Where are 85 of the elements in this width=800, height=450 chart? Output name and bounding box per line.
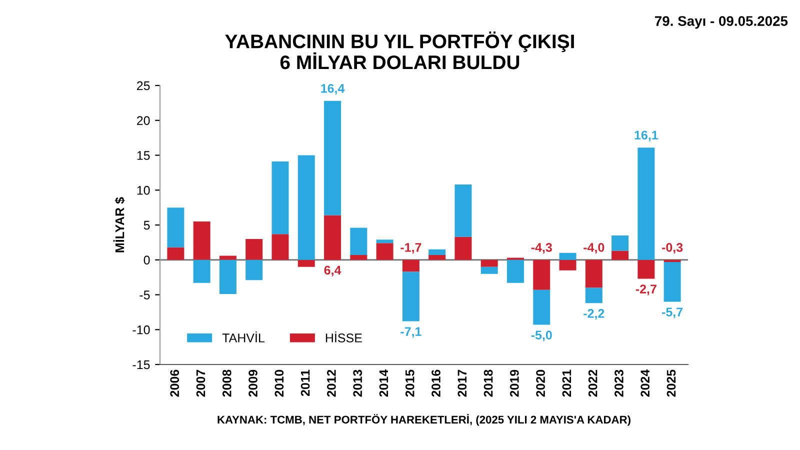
data-label: -7,1 — [400, 327, 422, 338]
data-label: -5,7 — [662, 308, 683, 318]
x-tick-label: 2024 — [640, 369, 650, 397]
bar — [193, 260, 210, 283]
bar — [167, 208, 184, 248]
x-tick-label: 2015 — [405, 370, 414, 397]
bar — [350, 228, 368, 255]
x-tick-label: 2006 — [170, 370, 180, 397]
y-tick-label: -15 — [132, 360, 150, 370]
bar — [376, 240, 394, 244]
bar — [559, 252, 576, 260]
data-label: -1,7 — [400, 243, 422, 254]
bar — [638, 260, 655, 279]
x-tick-label: 2009 — [248, 370, 258, 397]
x-tick-label: 2014 — [379, 369, 388, 397]
bar — [638, 148, 655, 260]
bar — [428, 254, 446, 260]
bar — [454, 184, 472, 237]
x-tick-label: 2019 — [510, 370, 519, 397]
data-label: 16,4 — [321, 84, 345, 95]
data-label: -4,3 — [531, 242, 552, 254]
x-tick-label: 2020 — [536, 370, 545, 397]
bar — [664, 262, 681, 302]
text: KAYNAK: TCMB, NET PORTFÖY HAREKETLERİ, (2025 YILI 2 MAYIS'A KADAR) — [218, 414, 630, 426]
y-tick-label: 10 — [137, 186, 150, 195]
bar — [559, 260, 576, 270]
data-label: -4,0 — [584, 242, 604, 254]
x-tick-label: 2011 — [300, 370, 310, 396]
bar — [612, 235, 629, 251]
x-tick-label: 2013 — [353, 370, 362, 397]
bar — [193, 222, 210, 260]
bar — [219, 256, 236, 260]
data-label: 6,4 — [324, 266, 342, 276]
data-label: 16,1 — [634, 130, 658, 142]
bar — [612, 250, 629, 260]
x-tick-label: 2018 — [484, 370, 493, 397]
bar — [324, 100, 342, 216]
text: 79. Sayı - 09.05.2025 — [655, 16, 788, 29]
y-tick-label: -10 — [132, 325, 150, 334]
bar — [402, 272, 420, 322]
data-label: -5,0 — [531, 330, 552, 342]
x-tick-label: 2023 — [614, 370, 624, 397]
bar — [585, 260, 602, 288]
x-tick-label: 2017 — [458, 370, 467, 397]
legend-label: TAHVİL — [222, 331, 265, 342]
bar — [246, 260, 263, 280]
bar — [272, 162, 289, 234]
bar — [533, 260, 550, 290]
data-label: -0,3 — [662, 242, 683, 254]
bar — [272, 234, 289, 260]
bar — [219, 260, 236, 294]
bar — [533, 290, 550, 325]
x-tick-label: 2012 — [327, 370, 336, 397]
data-label: -2,2 — [584, 309, 604, 320]
bar — [454, 236, 472, 260]
y-axis-title: MİLYAR $ — [113, 197, 125, 252]
bar — [298, 155, 315, 260]
x-tick-label: 2016 — [432, 370, 440, 397]
y-tick-label: 15 — [137, 151, 150, 160]
x-tick-label: 2022 — [588, 370, 598, 397]
chart-title: YABANCININ BU YIL PORTFÖY ÇIKIŞI 6 MİLYAR DOLARI BULDU — [225, 32, 574, 70]
x-tick-label: 2025 — [666, 370, 676, 397]
bar — [350, 254, 368, 260]
x-tick-label: 2007 — [196, 370, 206, 397]
bar — [167, 247, 184, 260]
legend-label: HİSSE — [326, 331, 362, 342]
y-tick-label: 0 — [144, 256, 150, 265]
bar — [585, 288, 602, 304]
y-tick-label: 20 — [137, 116, 150, 126]
bar — [480, 266, 498, 274]
y-tick-label: 5 — [144, 220, 150, 230]
bar — [428, 249, 446, 255]
bar — [480, 260, 498, 267]
x-tick-label: 2010 — [274, 370, 284, 397]
bar — [376, 243, 394, 260]
y-tick-label: -5 — [140, 290, 150, 300]
data-label: -2,7 — [636, 284, 656, 296]
x-tick-label: 2021 — [562, 370, 572, 397]
x-tick-label: 2008 — [222, 370, 232, 397]
bar — [402, 260, 420, 272]
y-tick-label: 25 — [137, 81, 150, 90]
bar — [324, 215, 342, 260]
bar — [298, 260, 315, 267]
bar — [506, 260, 524, 283]
bar — [246, 238, 263, 260]
